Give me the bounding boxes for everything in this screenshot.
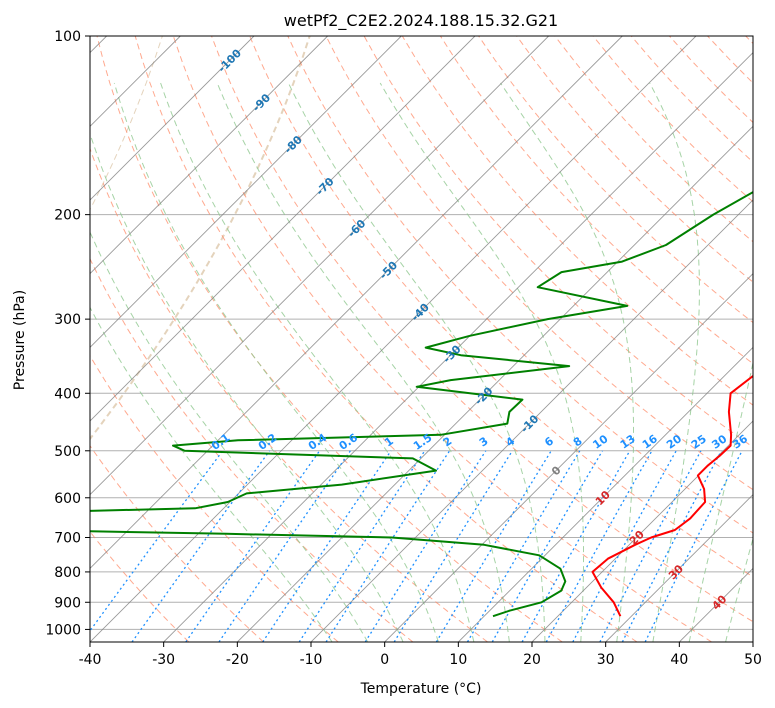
decor-arc [90,36,311,441]
x-tick-label: 0 [380,652,389,668]
mixing-ratio-line [491,450,604,642]
x-axis-title: Temperature (°C) [360,681,482,697]
mixing-ratio-line [298,450,426,642]
isotherm-line [531,420,753,642]
temperature-line [591,374,753,617]
moist-adiabat [725,537,753,642]
dry-adiabat [249,36,753,578]
mixing-ratio-line [644,450,743,642]
x-tick-label: 50 [744,652,762,668]
x-tick-label: 30 [597,652,615,668]
dry-adiabat [90,444,264,642]
dry-adiabat [325,36,753,491]
isotherm-line [605,494,753,642]
moist-adiabat [688,360,753,642]
dry-adiabat [287,36,753,534]
isotherm-line [384,273,753,642]
mixing-ratio-line [435,450,552,642]
isotherm-line [458,346,753,642]
dewpoint-line [90,190,753,618]
y-axis: 100 200 300 400 500 600 700 800 900 1000 [45,29,90,638]
isotherm-line [237,125,753,642]
y-tick-label: 300 [54,312,81,328]
moist-adiabat [90,306,333,642]
dry-adiabat [90,257,414,642]
sounding-traces [90,190,753,618]
x-tick-label: -20 [226,652,249,668]
mixing-ratio-line [545,450,653,642]
x-axis: -40 -30 -20 -10 0 10 20 30 40 50 [79,642,762,668]
y-axis-title: Pressure (hPa) [12,290,28,390]
x-tick-label: -10 [300,652,323,668]
moist-adiabat [113,82,439,642]
isotherm-line [90,36,255,201]
dry-adiabat [172,36,712,642]
plot-area: -100-90-80-70-60-50-40-30-20-10010203040… [90,36,753,642]
plot-frame [89,35,754,643]
mixing-ratio-line [521,450,631,642]
moist-adiabat [90,230,369,642]
mixing-ratio-line [131,450,271,642]
y-tick-label: 900 [54,595,81,611]
y-tick-label: 400 [54,386,81,402]
decorative-arcs [90,36,311,441]
moist-adiabat [216,82,510,642]
isotherms [90,36,753,642]
y-tick-label: 700 [54,531,81,547]
isotherm-line [90,36,476,422]
mixing-ratio-line [621,450,722,642]
x-tick-label: 20 [523,652,541,668]
isotherm-line [90,36,328,275]
moist-adiabat [500,82,634,642]
isotherm-line [310,199,753,642]
moist-adiabat [90,132,404,642]
mixing-ratio-lines [90,450,743,642]
x-tick-label: 40 [670,652,688,668]
isotherm-line [90,36,697,642]
moist-adiabat [160,82,475,642]
dry-adiabat [96,36,563,642]
mixing-ratio-line [90,450,224,632]
y-tick-label: 800 [54,565,81,581]
mixing-ratio-line [185,450,321,642]
mixing-ratio-line [393,450,513,642]
dry-adiabat [516,36,753,283]
mixing-ratio-line [599,450,702,642]
dry-adiabat [134,36,638,642]
mixing-ratio-line [572,450,677,642]
isotherm-line [90,36,402,348]
chart-title: wetPf2_C2E2.2024.188.15.32.G21 [284,11,558,31]
y-tick-label: 500 [54,444,81,460]
isotherm-line [90,36,623,569]
mixing-ratio-line [325,450,451,642]
dry-adiabat [211,36,753,623]
y-tick-label: 200 [54,208,81,224]
x-tick-label: -40 [79,652,102,668]
y-tick-label: 600 [54,491,81,507]
x-tick-label: -30 [152,652,175,668]
x-tick-label: 10 [449,652,467,668]
mixing-ratio-line [466,450,581,642]
y-tick-label: 1000 [45,622,81,638]
moist-adiabat [379,82,584,642]
isotherm-line [90,36,549,496]
y-tick-label: 100 [54,29,81,45]
isotherm-line [163,52,753,642]
